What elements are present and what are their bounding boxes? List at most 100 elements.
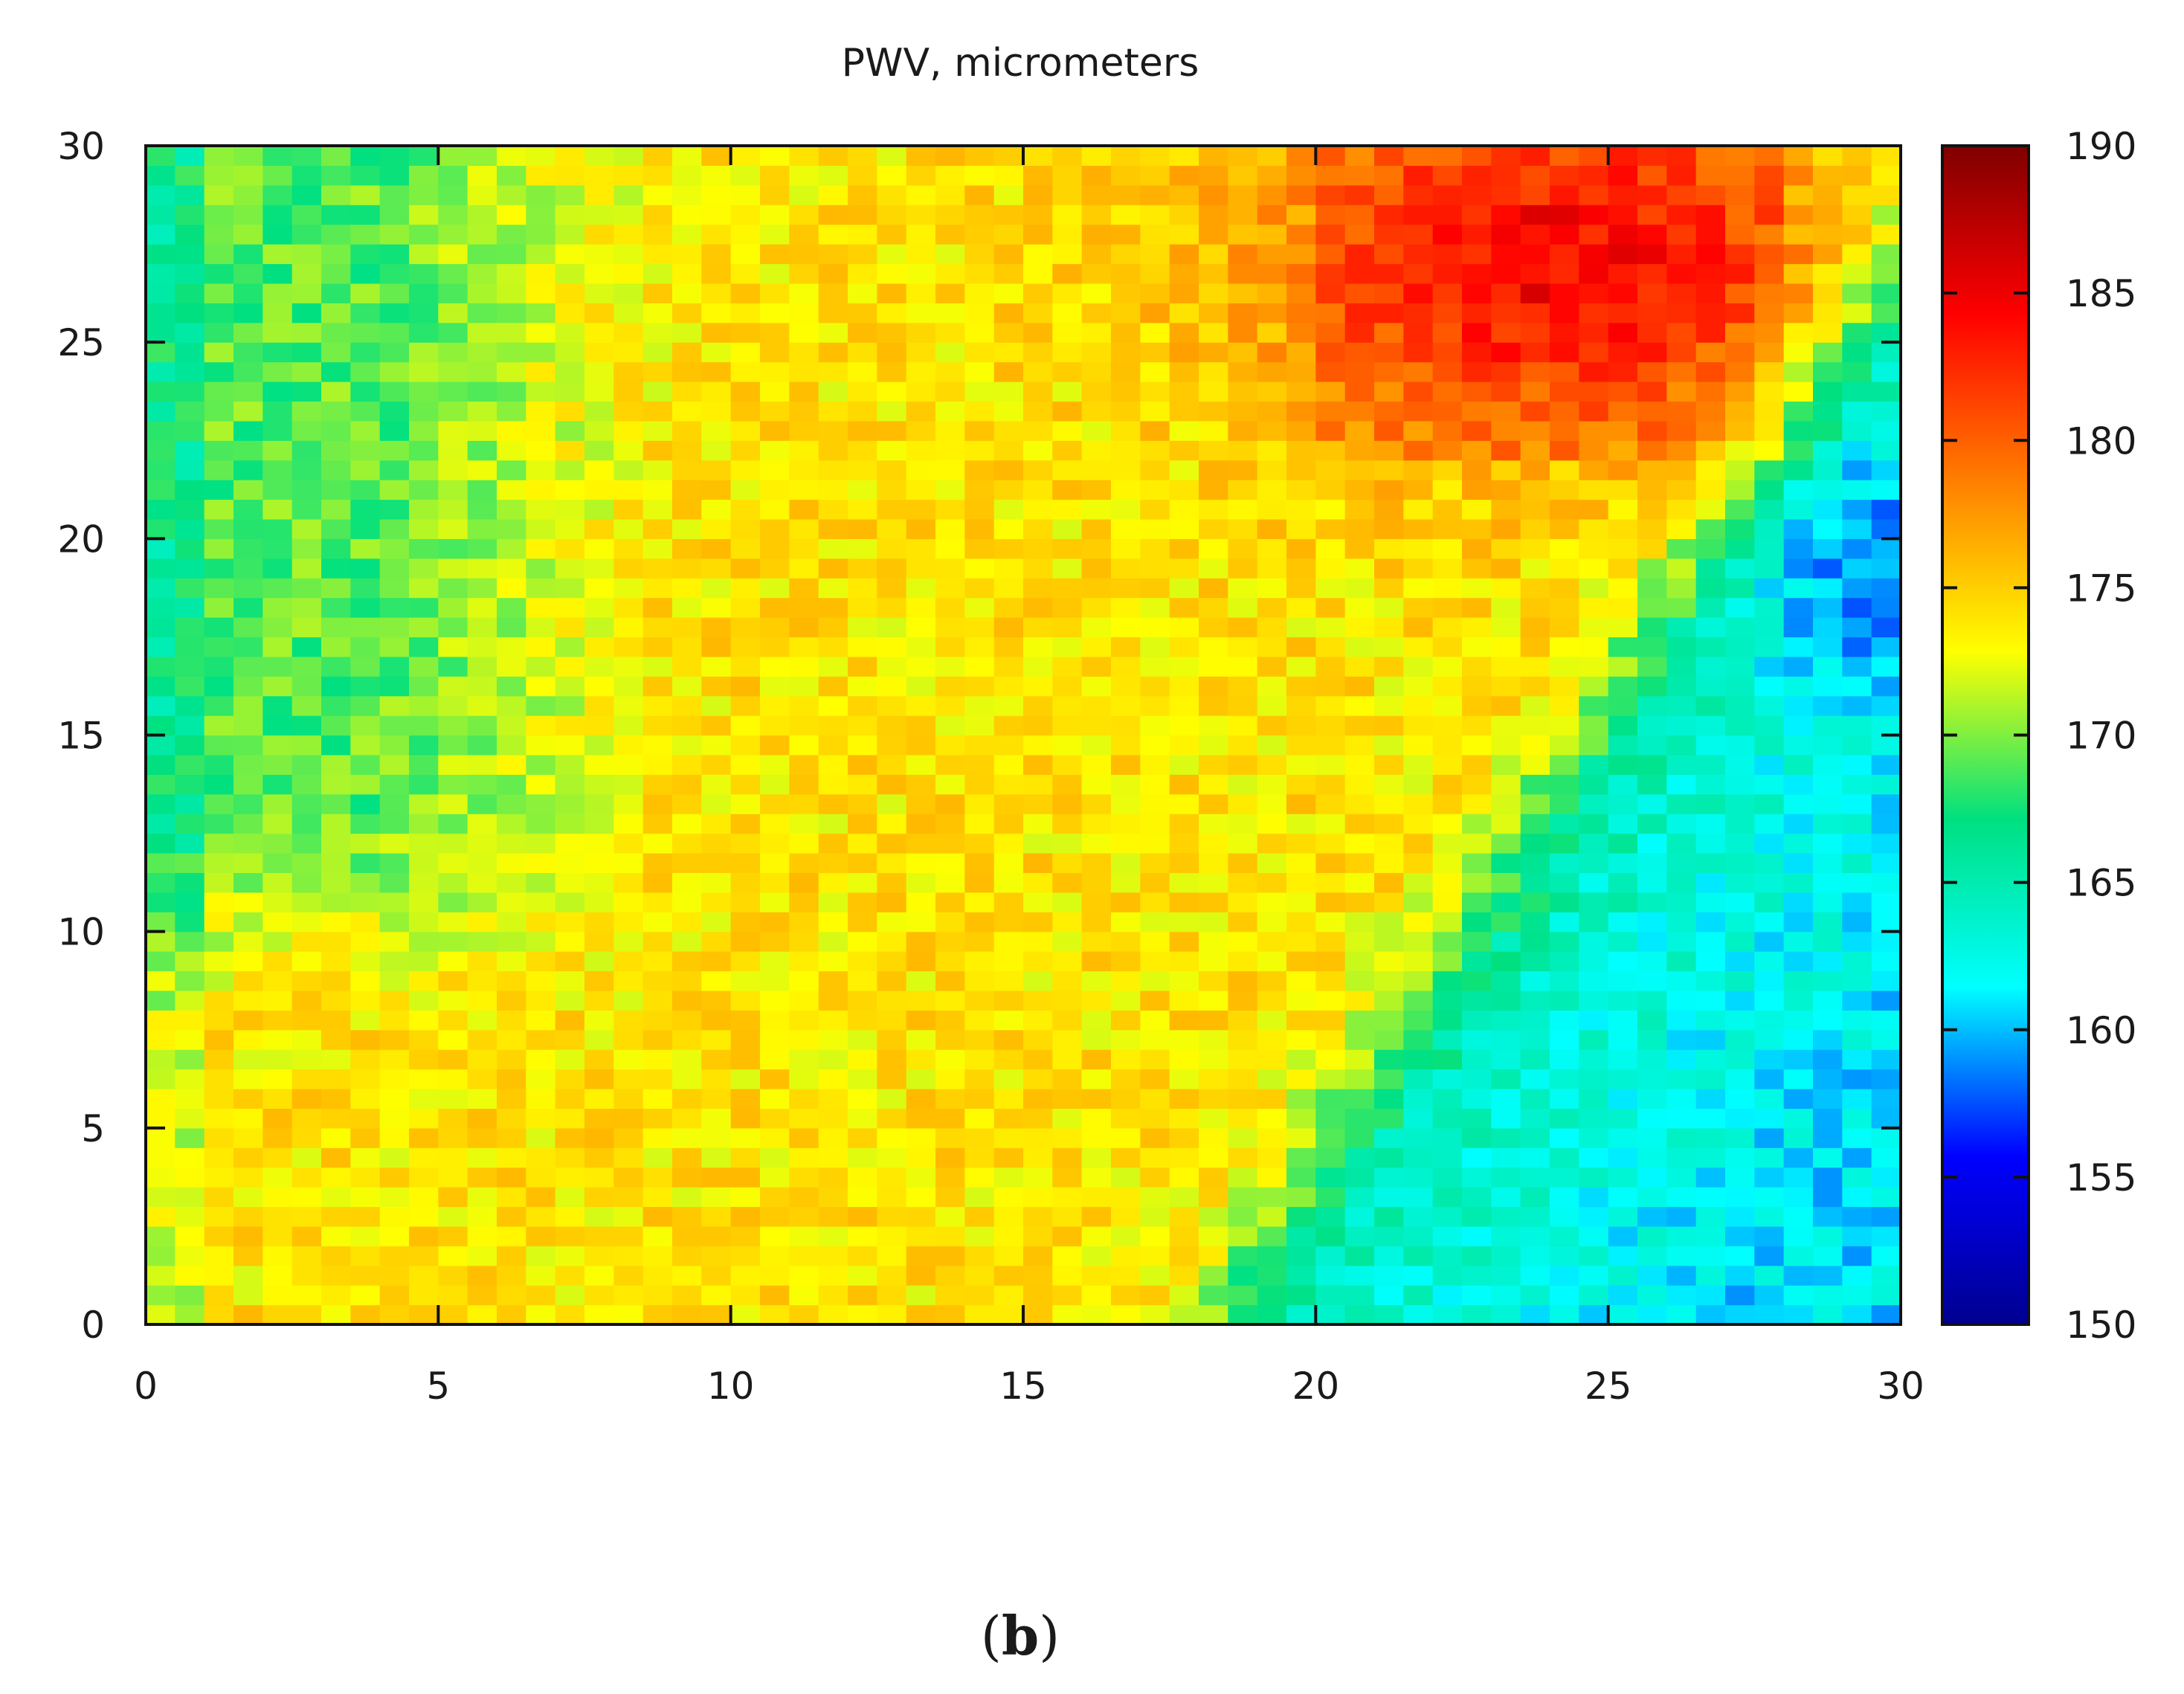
heatmap-cell — [1550, 970, 1579, 991]
heatmap-cell — [204, 1089, 234, 1110]
heatmap-cell — [1140, 342, 1170, 363]
heatmap-cell — [877, 1246, 907, 1266]
heatmap-cell — [642, 401, 673, 422]
heatmap-cell — [935, 322, 965, 343]
heatmap-cell — [1374, 1226, 1404, 1246]
heatmap-cell — [291, 695, 322, 716]
heatmap-cell — [1491, 460, 1521, 480]
heatmap-cell — [1695, 342, 1726, 363]
heatmap-cell — [964, 165, 995, 186]
heatmap-cell — [350, 715, 381, 736]
heatmap-cell — [818, 558, 848, 579]
heatmap-cell — [672, 303, 702, 323]
heatmap-cell — [1140, 1127, 1170, 1148]
heatmap-cell — [409, 892, 439, 912]
heatmap-cell — [1813, 146, 1843, 167]
heatmap-cell — [1608, 1246, 1638, 1266]
heatmap-cell — [1199, 480, 1228, 500]
heatmap-cell — [467, 420, 497, 441]
heatmap-cell — [1374, 381, 1404, 402]
heatmap-cell — [321, 735, 351, 756]
heatmap-cell — [555, 303, 585, 323]
heatmap-cell — [877, 1226, 907, 1246]
heatmap-cell — [1695, 970, 1726, 991]
heatmap-cell — [1608, 931, 1638, 952]
heatmap-cell — [467, 970, 497, 991]
heatmap-cell — [1520, 892, 1550, 912]
heatmap-cell — [379, 381, 410, 402]
heatmap-cell — [1169, 637, 1199, 657]
heatmap-cell — [1140, 1206, 1170, 1227]
heatmap-cell — [906, 518, 936, 539]
heatmap-cell — [584, 538, 614, 559]
heatmap-cell — [1666, 597, 1697, 618]
heatmap-cell — [906, 1010, 936, 1031]
heatmap-cell — [555, 146, 585, 167]
heatmap-cell — [350, 499, 381, 520]
heatmap-cell — [175, 833, 205, 854]
heatmap-cell — [379, 244, 410, 265]
heatmap-cell — [1286, 1147, 1316, 1168]
heatmap-cell — [1666, 872, 1697, 893]
heatmap-cell — [1140, 1108, 1170, 1129]
heatmap-cell — [1169, 597, 1199, 618]
heatmap-cell — [175, 1246, 205, 1266]
heatmap-cell — [789, 1304, 819, 1325]
heatmap-cell — [964, 578, 995, 599]
heatmap-cell — [993, 1226, 1024, 1246]
heatmap-cell — [964, 1089, 995, 1110]
heatmap-cell — [1608, 146, 1638, 167]
heatmap-cell — [642, 1010, 673, 1031]
heatmap-cell — [584, 676, 614, 697]
heatmap-cell — [467, 518, 497, 539]
heatmap-cell — [379, 204, 410, 225]
heatmap-cell — [1432, 342, 1463, 363]
heatmap-cell — [730, 617, 761, 638]
heatmap-cell — [1081, 1049, 1112, 1070]
heatmap-cell — [1169, 814, 1199, 834]
heatmap-cell — [818, 204, 848, 225]
heatmap-cell — [1842, 1206, 1872, 1227]
heatmap-cell — [964, 558, 995, 579]
heatmap-cell — [1754, 381, 1785, 402]
heatmap-cell — [906, 420, 936, 441]
heatmap-cell — [1052, 637, 1083, 657]
heatmap-cell — [848, 1206, 877, 1227]
heatmap-cell — [993, 853, 1024, 874]
heatmap-cell — [1257, 931, 1287, 952]
heatmap-cell — [262, 754, 293, 775]
heatmap-cell — [1199, 1226, 1228, 1246]
heatmap-cell — [1462, 814, 1492, 834]
heatmap-cell — [291, 440, 322, 461]
heatmap-cell — [1257, 499, 1287, 520]
heatmap-cell — [1315, 1010, 1346, 1031]
heatmap-cell — [993, 617, 1024, 638]
heatmap-cell — [204, 204, 234, 225]
heatmap-cell — [1257, 1187, 1287, 1208]
heatmap-cell — [584, 1167, 614, 1188]
heatmap-cell — [848, 224, 877, 245]
heatmap-cell — [467, 401, 497, 422]
heatmap-cell — [1695, 1029, 1726, 1050]
heatmap-cell — [1052, 165, 1083, 186]
heatmap-cell — [613, 735, 644, 756]
heatmap-cell — [730, 263, 761, 284]
heatmap-cell — [438, 1049, 468, 1070]
heatmap-cell — [146, 695, 175, 716]
heatmap-cell — [1228, 597, 1258, 618]
heatmap-cell — [409, 931, 439, 952]
heatmap-cell — [877, 990, 907, 1011]
heatmap-cell — [146, 401, 175, 422]
heatmap-cell — [672, 637, 702, 657]
heatmap-cell — [1344, 342, 1375, 363]
heatmap-cell — [1550, 558, 1579, 579]
heatmap-cell — [1579, 146, 1609, 167]
heatmap-cell — [1169, 970, 1199, 991]
heatmap-cell — [848, 1187, 877, 1208]
heatmap-cell — [467, 793, 497, 814]
heatmap-cell — [1871, 872, 1901, 893]
heatmap-cell — [1403, 833, 1434, 854]
heatmap-cell — [877, 1108, 907, 1129]
heatmap-cell — [789, 637, 819, 657]
heatmap-cell — [291, 499, 322, 520]
